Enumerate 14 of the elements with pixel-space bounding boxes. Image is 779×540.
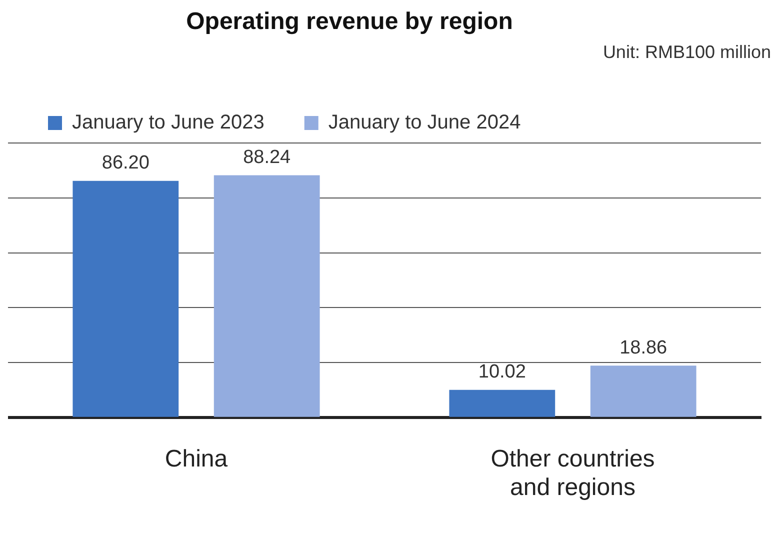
- chart-title: Operating revenue by region: [185, 8, 514, 36]
- x-tick-label: Other countries and regions: [490, 445, 655, 502]
- legend-label: January to June 2023: [72, 112, 264, 134]
- data-label: 86.20: [102, 152, 150, 174]
- data-label: 88.24: [243, 147, 292, 168]
- bar: [590, 366, 696, 417]
- bar: [214, 175, 320, 417]
- data-label: 10.02: [478, 362, 526, 383]
- text: Unit: RMB100 million: [602, 42, 771, 63]
- data-label: 18.86: [620, 337, 668, 358]
- x-tick-label: China: [164, 445, 228, 472]
- bar: [449, 390, 556, 417]
- bar: [72, 180, 179, 417]
- legend-label: January to June 2024: [328, 112, 521, 134]
